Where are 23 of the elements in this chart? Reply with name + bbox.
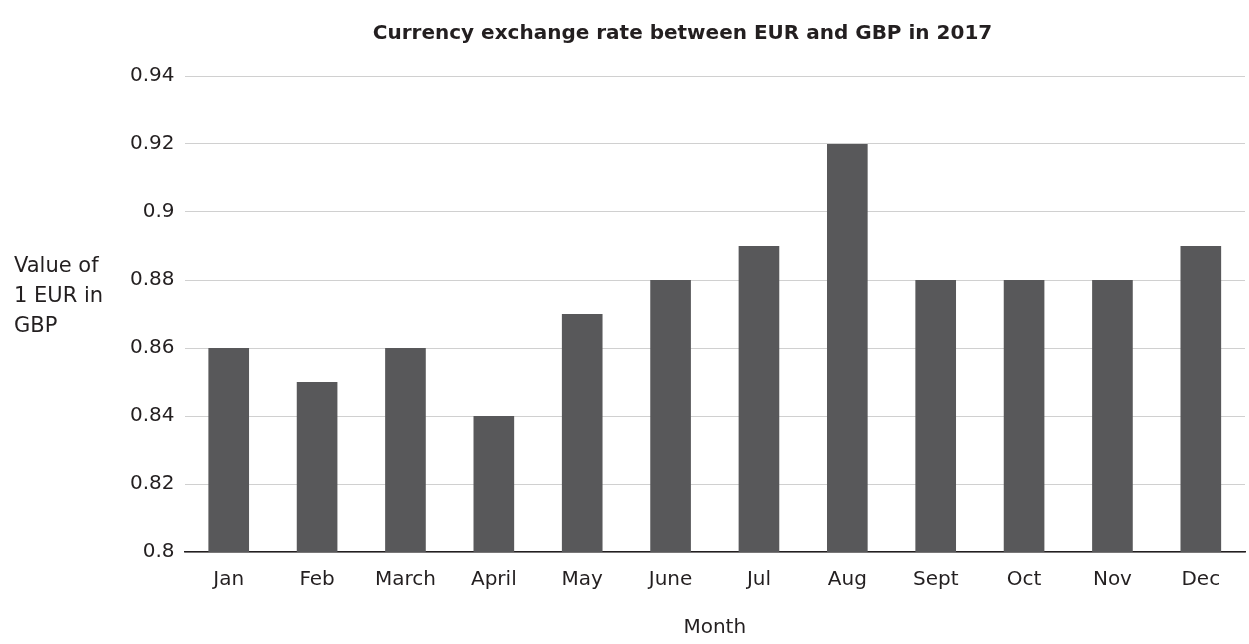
x-tick-label: Oct bbox=[1006, 566, 1042, 591]
y-tick-label: 0.86 bbox=[130, 334, 175, 359]
y-tick-label: 0.82 bbox=[130, 470, 175, 495]
x-tick-label: Nov bbox=[1092, 566, 1133, 591]
x-tick-label: Jul bbox=[744, 566, 772, 591]
x-tick-label: Sept bbox=[912, 566, 959, 591]
chart-title: Currency exchange rate between EUR and GBP in 2017 bbox=[372, 20, 993, 45]
x-tick-label: April bbox=[470, 566, 517, 591]
x-tick-label: June bbox=[646, 566, 693, 591]
y-tick-label: 0.88 bbox=[130, 266, 175, 291]
y-tick-label: 0.8 bbox=[142, 538, 175, 563]
x-tick-label: Jan bbox=[211, 566, 245, 591]
x-tick-label: March bbox=[374, 566, 436, 591]
y-tick-label: 0.94 bbox=[130, 62, 175, 87]
y-tick-label: 0.84 bbox=[130, 402, 175, 427]
x-tick-label: Dec bbox=[1181, 566, 1221, 591]
x-tick-label: May bbox=[561, 566, 604, 591]
x-tick-label: Aug bbox=[827, 566, 867, 591]
y-axis-title: Value of 1 EUR in GBP bbox=[14, 252, 105, 339]
y-tick-label: 0.9 bbox=[142, 198, 175, 223]
x-tick-label: Feb bbox=[299, 566, 335, 591]
y-tick-label: 0.92 bbox=[130, 130, 175, 155]
x-axis-title: Month bbox=[683, 614, 747, 639]
